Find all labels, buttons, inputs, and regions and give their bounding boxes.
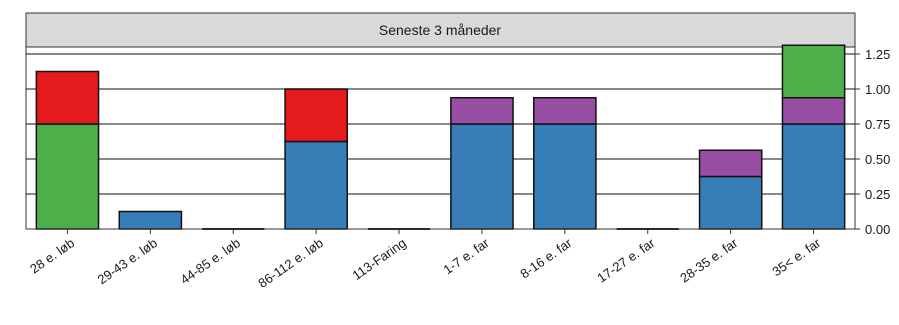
panel-strip — [25, 12, 856, 48]
y-tick-label: 0.25 — [865, 187, 890, 202]
panel-title: Seneste 3 måneder — [379, 22, 502, 38]
bar-segment — [284, 88, 348, 143]
bar-segment — [533, 123, 597, 230]
x-tick-label: 1-7 e. far — [440, 235, 492, 278]
x-tick-label: 113-Faring — [349, 235, 408, 283]
bar-segment — [698, 149, 763, 178]
bar-segment — [781, 97, 846, 125]
bar-segment — [781, 123, 846, 230]
y-tick-label: 0.00 — [865, 222, 890, 237]
bar-segment — [781, 44, 846, 99]
x-tick-label: 28-35 e. far — [677, 235, 741, 286]
bar-segment — [35, 70, 100, 125]
bar-segment — [450, 97, 514, 125]
bar-segment — [284, 140, 348, 230]
x-tick-label: 8-16 e. far — [517, 235, 575, 282]
bar-segment — [533, 97, 597, 125]
y-tick-label: 0.75 — [865, 117, 890, 132]
bar-segment — [450, 123, 514, 230]
x-tick-label: 29-43 e. løb — [95, 235, 160, 287]
y-tick-label: 0.50 — [865, 152, 890, 167]
x-tick-label: 44-85 e. løb — [178, 235, 243, 287]
x-tick-label: 35< e. far — [769, 235, 823, 279]
y-tick-label: 1.25 — [865, 47, 890, 62]
bar-segment — [118, 210, 183, 230]
x-tick-label: 86-112 e. løb — [255, 235, 326, 291]
y-axis: 0.00 0.25 0.50 0.75 1.00 1.25 — [855, 47, 890, 237]
x-tick-label: 28 e. løb — [27, 235, 77, 276]
grid-layer — [26, 53, 855, 195]
y-tick-label: 1.00 — [865, 82, 890, 97]
x-axis: 28 e. løb 29-43 e. løb 44-85 e. løb 86-112 … — [27, 229, 824, 291]
bar-segment — [35, 123, 100, 230]
bar-segment — [698, 175, 763, 230]
x-tick-label: 17-27 e. far — [594, 235, 658, 286]
bar-layer — [26, 44, 855, 230]
